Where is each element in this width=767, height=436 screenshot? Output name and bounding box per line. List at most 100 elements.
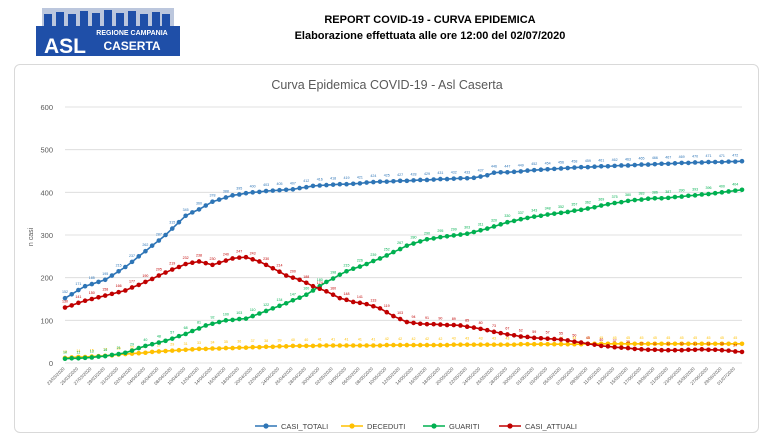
data-label: 43 — [505, 337, 509, 341]
data-point — [464, 342, 470, 347]
gridlines — [65, 106, 742, 364]
data-point — [364, 301, 369, 307]
data-point — [344, 268, 349, 274]
data-label: 418 — [330, 177, 336, 181]
data-point — [123, 264, 128, 270]
data-point — [612, 200, 617, 206]
data-label: 407 — [290, 181, 296, 185]
data-point — [518, 341, 524, 347]
data-point — [290, 187, 296, 192]
data-label: 456 — [558, 160, 564, 164]
data-point — [424, 236, 430, 242]
data-label: 50 — [572, 334, 576, 338]
data-point — [665, 161, 671, 167]
data-point — [290, 275, 296, 280]
data-point — [304, 280, 309, 286]
data-point — [62, 356, 68, 362]
data-point — [444, 233, 450, 239]
data-point — [665, 195, 671, 201]
data-point — [558, 337, 564, 342]
data-point — [732, 349, 738, 354]
data-point — [451, 322, 457, 328]
data-label: 103 — [236, 311, 242, 315]
data-label: 412 — [303, 179, 309, 183]
data-point — [672, 161, 678, 166]
data-label: 45 — [720, 336, 724, 340]
data-label: 390 — [679, 189, 685, 193]
data-point — [672, 347, 678, 353]
data-point — [143, 350, 148, 356]
data-label: 428 — [411, 172, 417, 176]
data-point — [484, 327, 490, 333]
data-point — [304, 292, 309, 298]
data-point — [464, 231, 470, 237]
data-point — [404, 342, 410, 348]
data-label: 429 — [424, 172, 430, 176]
data-point — [458, 323, 463, 328]
legend-marker — [349, 423, 355, 429]
data-point — [739, 349, 745, 355]
data-label: 219 — [169, 262, 175, 266]
data-point — [183, 261, 188, 267]
data-point — [417, 321, 423, 327]
data-point — [652, 341, 658, 347]
data-label: 134 — [276, 298, 282, 302]
data-point — [578, 164, 584, 170]
data-label: 243 — [250, 251, 256, 255]
data-label: 20 — [117, 346, 121, 350]
data-point — [538, 335, 544, 341]
data-label: 37 — [613, 339, 617, 343]
data-point — [163, 232, 168, 238]
data-point — [478, 326, 483, 332]
legend-item-casi-attuali: CASI_ATTUALI — [499, 422, 577, 431]
data-label: 462 — [612, 158, 618, 162]
data-point — [451, 342, 457, 347]
data-point — [545, 212, 550, 217]
data-label: 424 — [370, 174, 376, 178]
data-point — [136, 350, 142, 356]
data-point — [377, 256, 383, 261]
data-point — [471, 325, 477, 330]
data-point — [679, 341, 684, 347]
data-point — [371, 179, 376, 185]
data-label: 41 — [371, 338, 375, 342]
data-label: 205 — [156, 268, 162, 272]
legend: CASI_TOTALI DECEDUTI GUARITI CASI_ATTUALI — [255, 422, 577, 431]
data-point — [169, 267, 175, 272]
data-point — [384, 253, 390, 258]
data-point — [196, 207, 202, 212]
data-point — [639, 347, 644, 352]
data-point — [411, 320, 416, 326]
data-point — [236, 255, 242, 260]
data-point — [598, 343, 604, 349]
data-point — [371, 258, 376, 264]
data-label: 461 — [598, 158, 604, 162]
data-point — [116, 268, 121, 274]
y-tick-label: 300 — [40, 231, 53, 240]
data-point — [511, 342, 517, 347]
data-point — [223, 345, 229, 351]
legend-marker — [431, 423, 437, 429]
legend-item-guariti: GUARITI — [423, 422, 479, 431]
data-point — [565, 209, 571, 215]
data-point — [619, 345, 624, 350]
data-label: 45 — [693, 336, 697, 340]
data-point — [129, 348, 135, 353]
data-point — [679, 347, 684, 353]
data-label: 73 — [492, 324, 496, 328]
data-point — [659, 196, 664, 201]
data-label: 45 — [586, 336, 590, 340]
data-point — [712, 190, 718, 196]
data-point — [397, 178, 403, 184]
legend-label: CASI_TOTALI — [281, 422, 328, 431]
data-point — [210, 262, 215, 268]
data-point — [391, 313, 396, 319]
data-point — [625, 341, 631, 347]
data-point — [203, 203, 209, 208]
data-point — [692, 193, 698, 198]
report-header: REGIONE CAMPANIA ASL CASERTA REPORT COVI… — [0, 0, 767, 60]
data-point — [431, 236, 436, 241]
data-label: 59 — [532, 330, 536, 334]
data-point — [190, 328, 195, 334]
data-label: 11 — [77, 350, 81, 354]
